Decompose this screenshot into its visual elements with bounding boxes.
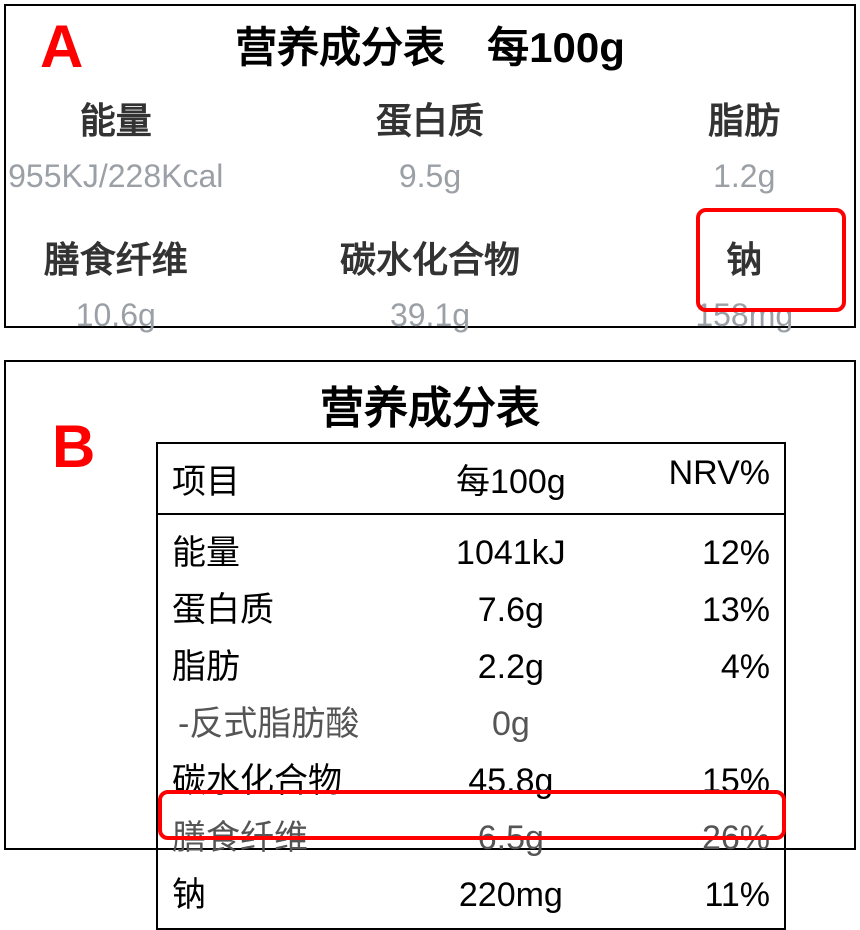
protein-value: 9.5g	[399, 158, 461, 195]
row-name: 钠	[172, 867, 401, 916]
table-body: 能量 1041kJ 12% 蛋白质 7.6g 13% 脂肪 2.2g 4% -反…	[158, 515, 784, 928]
row-nrv: 15%	[621, 762, 771, 801]
fiber-label: 膳食纤维	[44, 231, 188, 283]
energy-cell: 能量 955KJ/228Kcal	[6, 92, 225, 195]
fat-cell: 脂肪 1.2g	[635, 92, 854, 195]
row-nrv: 13%	[621, 591, 771, 630]
table-row: 碳水化合物 45.8g 15%	[172, 749, 770, 806]
fat-value: 1.2g	[713, 158, 775, 195]
panel-a-row-1: 能量 955KJ/228Kcal 蛋白质 9.5g 脂肪 1.2g	[6, 92, 854, 195]
table-header: 项目 每100g NRV%	[158, 444, 784, 515]
protein-label: 蛋白质	[376, 92, 484, 144]
row-per100g: 1041kJ	[401, 534, 620, 573]
panel-a-grid: 能量 955KJ/228Kcal 蛋白质 9.5g 脂肪 1.2g 膳食纤维 1…	[6, 84, 854, 326]
row-nrv: 4%	[621, 648, 771, 687]
table-row: 蛋白质 7.6g 13%	[172, 578, 770, 635]
sodium-cell: 钠 158mg	[635, 231, 854, 334]
row-per100g: 2.2g	[401, 648, 620, 687]
row-per100g: 45.8g	[401, 762, 620, 801]
nutrition-table: 项目 每100g NRV% 能量 1041kJ 12% 蛋白质 7.6g 13%…	[156, 442, 786, 930]
row-name: 膳食纤维	[172, 810, 401, 859]
energy-value: 955KJ/228Kcal	[8, 158, 223, 195]
panel-a: A 营养成分表 每100g 能量 955KJ/228Kcal 蛋白质 9.5g …	[4, 4, 856, 328]
carb-value: 39.1g	[390, 297, 470, 334]
carb-label: 碳水化合物	[340, 231, 520, 283]
row-name: 蛋白质	[172, 582, 401, 631]
row-per100g: 7.6g	[401, 591, 620, 630]
fiber-cell: 膳食纤维 10.6g	[6, 231, 225, 334]
row-per100g: 0g	[401, 705, 620, 744]
row-per100g: 220mg	[401, 876, 620, 915]
table-row: 能量 1041kJ 12%	[172, 521, 770, 578]
row-per100g: 6.5g	[401, 819, 620, 858]
table-row: -反式脂肪酸 0g	[172, 692, 770, 749]
panel-a-row-2: 膳食纤维 10.6g 碳水化合物 39.1g 钠 158mg	[6, 231, 854, 334]
row-nrv: 12%	[621, 534, 771, 573]
energy-label: 能量	[80, 92, 152, 144]
fiber-value: 10.6g	[76, 297, 156, 334]
row-name: 碳水化合物	[172, 753, 401, 802]
carb-cell: 碳水化合物 39.1g	[225, 231, 634, 334]
fat-label: 脂肪	[708, 92, 780, 144]
table-row: 脂肪 2.2g 4%	[172, 635, 770, 692]
row-name: -反式脂肪酸	[172, 696, 401, 745]
header-per100g: 每100g	[401, 454, 620, 503]
header-item: 项目	[172, 454, 401, 503]
table-row: 钠 220mg 11%	[172, 863, 770, 920]
panel-a-title: 营养成分表 每100g	[6, 14, 854, 75]
sodium-label: 钠	[726, 231, 762, 283]
header-nrv: NRV%	[621, 454, 771, 503]
panel-b: B 营养成分表 项目 每100g NRV% 能量 1041kJ 12% 蛋白质 …	[4, 360, 856, 850]
row-name: 能量	[172, 525, 401, 574]
row-nrv: 11%	[621, 876, 771, 915]
table-row: 膳食纤维 6.5g 26%	[172, 806, 770, 863]
sodium-value: 158mg	[695, 297, 793, 334]
row-nrv: 26%	[621, 819, 771, 858]
row-name: 脂肪	[172, 639, 401, 688]
panel-b-title: 营养成分表	[6, 372, 854, 436]
protein-cell: 蛋白质 9.5g	[225, 92, 634, 195]
